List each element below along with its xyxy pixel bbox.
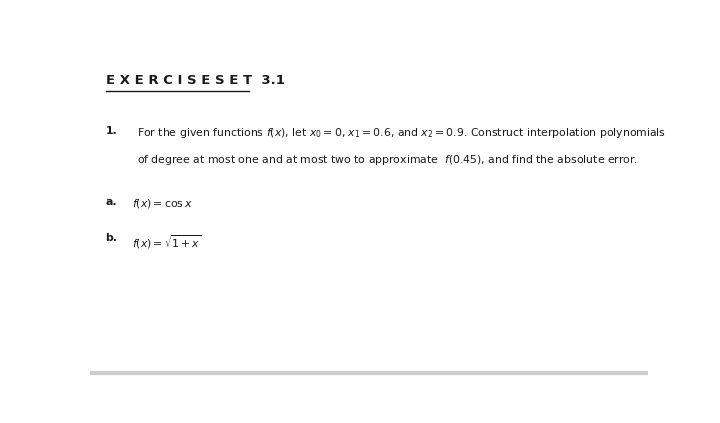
Text: b.: b.: [106, 233, 117, 243]
Text: For the given functions $f(x)$, let $x_0 = 0$, $x_1 = 0.6$, and $x_2 = 0.9$. Con: For the given functions $f(x)$, let $x_0…: [138, 126, 667, 140]
Text: of degree at most one and at most two to approximate  $f(0.45)$, and find the ab: of degree at most one and at most two to…: [138, 154, 639, 168]
Text: a.: a.: [106, 197, 117, 207]
Text: $f(x) = \sqrt{1+x}$: $f(x) = \sqrt{1+x}$: [132, 233, 202, 251]
Text: $f(x) = \cos x$: $f(x) = \cos x$: [132, 197, 192, 210]
Text: E X E R C I S E S E T  3.1: E X E R C I S E S E T 3.1: [106, 74, 284, 87]
Text: 1.: 1.: [106, 126, 117, 136]
